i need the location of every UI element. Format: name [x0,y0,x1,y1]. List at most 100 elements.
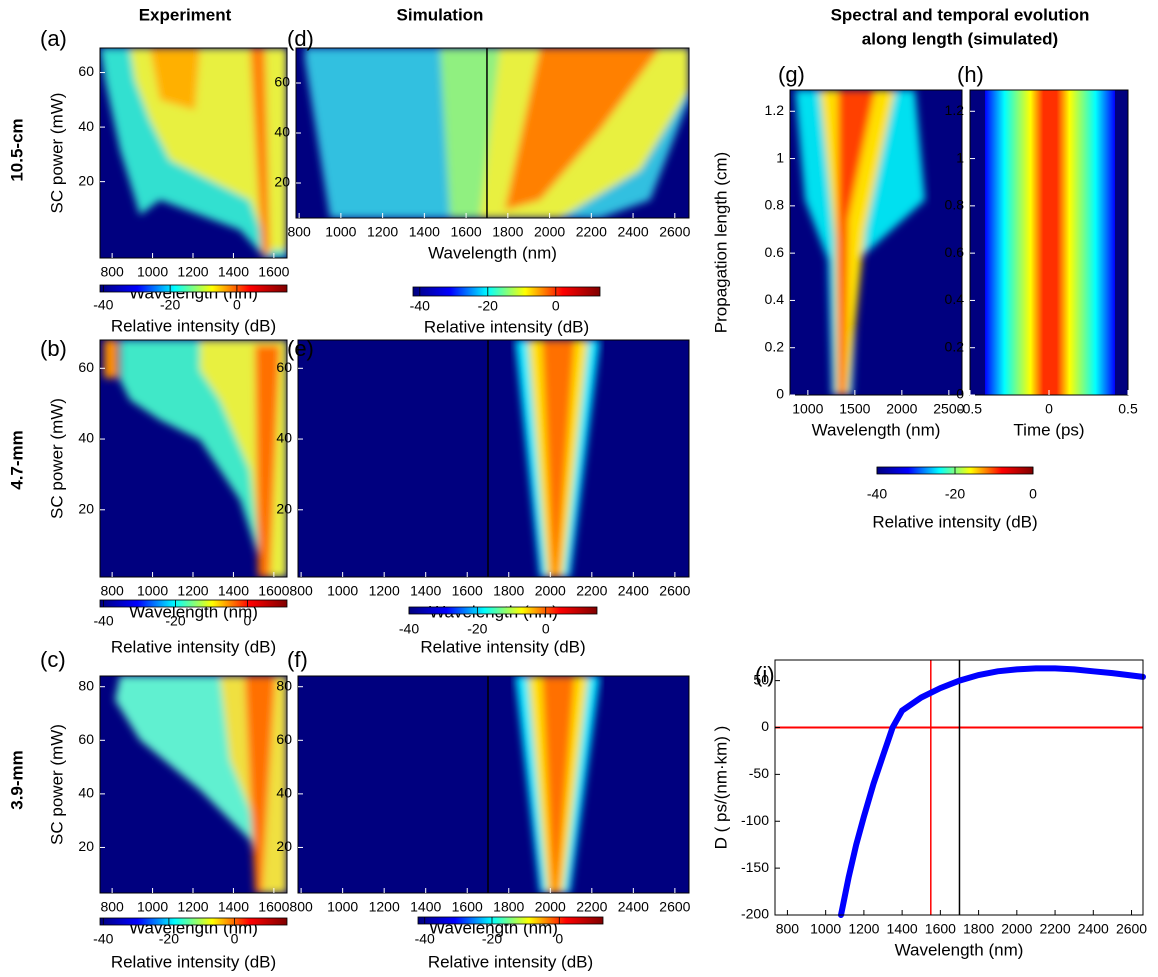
x-axis-label: Time (ps) [1013,420,1084,439]
panel-label: (e) [287,336,314,361]
x-tick-label: 1000 [137,264,168,280]
colorbar-tick-label: -40 [93,613,113,629]
colorbar-tick-label: -40 [867,486,887,502]
x-tick-label: 1800 [492,224,523,240]
x-tick-label: 2600 [659,224,690,240]
x-tick-label: 2200 [1039,921,1070,937]
y-tick-label: -200 [741,906,769,922]
colorbar [99,599,288,608]
x-tick-label: 2000 [1001,921,1032,937]
x-tick-label: 1000 [137,899,168,915]
x-tick-label: 1000 [327,899,358,915]
x-tick-label: 1800 [493,899,524,915]
colorbar-tick-label: -20 [159,931,179,947]
colorbar-label: Relative intensity (dB) [111,316,276,335]
x-axis-label: Wavelength (nm) [812,420,941,439]
colorbar-label: Relative intensity (dB) [428,952,593,971]
y-tick-label: 0 [956,386,964,402]
x-tick-label: -0.5 [958,401,982,417]
y-tick-label: 60 [276,731,292,747]
x-tick-label: 800 [100,899,124,915]
panel-label: (c) [40,647,66,672]
y-tick-label: -50 [749,765,769,781]
y-tick-label: 20 [78,500,94,516]
y-tick-label: -100 [741,812,769,828]
heatmap-h [970,90,1128,395]
y-tick-label: 0.6 [765,244,785,260]
y-tick-label: 1 [776,149,784,165]
y-tick-label: 0 [761,718,769,734]
y-axis-label: SC power (mW) [47,93,66,214]
colorbar-tick-label: -20 [482,931,502,947]
y-tick-label: 40 [274,124,290,140]
x-tick-label: 2400 [618,583,649,599]
colorbar-tick-label: -40 [399,621,419,637]
colorbar-tick-label: 0 [1029,486,1037,502]
y-tick-label: 1.2 [765,102,785,118]
row-label: 3.9-mm [7,750,26,810]
plot-frame [774,659,1144,916]
x-tick-label: 1400 [887,921,918,937]
column-title: Simulation [397,5,484,24]
x-tick-label: 1200 [177,583,208,599]
y-tick-label: 40 [78,785,94,801]
x-tick-label: 1400 [218,583,249,599]
x-tick-label: 2600 [659,899,690,915]
y-tick-label: 20 [276,500,292,516]
x-axis-label: Wavelength (nm) [428,243,557,262]
x-tick-label: 2400 [1078,921,1109,937]
y-tick-label: 0.8 [945,197,965,213]
y-tick-label: 60 [78,731,94,747]
x-tick-label: 2200 [576,899,607,915]
x-tick-label: 1200 [177,899,208,915]
y-axis-label: SC power (mW) [47,724,66,845]
x-tick-label: 2200 [576,583,607,599]
x-tick-label: 800 [100,583,124,599]
x-tick-label: 1600 [451,224,482,240]
y-tick-label: 0.8 [765,197,785,213]
y-tick-label: 0 [776,386,784,402]
x-tick-label: 0.5 [1118,401,1138,417]
x-axis-label: Wavelength (nm) [895,940,1024,959]
x-tick-label: 800 [776,921,800,937]
x-tick-label: 2400 [618,899,649,915]
x-tick-label: 1800 [493,583,524,599]
heatmap-e [298,340,689,577]
x-tick-label: 800 [289,899,313,915]
colorbar-tick-label: -40 [93,931,113,947]
y-tick-label: 60 [274,74,290,90]
y-tick-label: 80 [276,677,292,693]
y-axis-label: SC power (mW) [47,398,66,519]
y-tick-label: 0.2 [765,338,785,354]
x-tick-label: 1000 [137,583,168,599]
plot-frame [99,675,288,894]
y-tick-label: 0.4 [945,291,965,307]
y-tick-label: 20 [274,174,290,190]
data-line [838,665,1146,918]
x-tick-label: 1600 [258,899,289,915]
colorbar-tick-label: -40 [93,297,113,313]
colorbar-tick-label: 0 [233,297,241,313]
colorbar-tick-label: 0 [244,613,252,629]
x-tick-label: 1500 [839,401,870,417]
colorbar-tick-label: -20 [478,298,498,314]
colorbar-label: Relative intensity (dB) [420,637,585,656]
colorbar [99,284,288,293]
y-tick-label: 60 [276,359,292,375]
x-tick-label: 1800 [963,921,994,937]
heatmap-d [296,48,689,218]
panel-label: (f) [287,647,308,672]
x-tick-label: 2200 [576,224,607,240]
y-tick-label: 60 [78,63,94,79]
colorbar-label: Relative intensity (dB) [872,512,1037,531]
column-title: Experiment [139,5,232,24]
x-tick-label: 1200 [177,264,208,280]
x-tick-label: 2000 [535,583,566,599]
colorbar [99,917,288,926]
plot-frame [99,47,288,259]
x-tick-label: 1400 [218,899,249,915]
x-tick-label: 1000 [792,401,823,417]
y-tick-label: 40 [276,785,292,801]
column-title: along length (simulated) [862,29,1058,48]
y-tick-label: 1 [956,149,964,165]
